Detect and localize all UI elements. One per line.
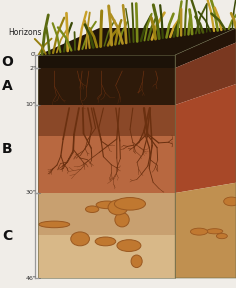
- Text: C: C: [2, 228, 13, 242]
- Ellipse shape: [114, 198, 145, 210]
- Text: 0': 0': [31, 52, 36, 58]
- Ellipse shape: [85, 206, 99, 213]
- Ellipse shape: [96, 201, 118, 209]
- Ellipse shape: [117, 240, 141, 251]
- Polygon shape: [175, 43, 236, 105]
- Ellipse shape: [73, 233, 87, 240]
- Bar: [38, 193, 175, 235]
- Ellipse shape: [115, 213, 129, 227]
- Ellipse shape: [39, 221, 70, 228]
- Text: O: O: [2, 54, 13, 69]
- Ellipse shape: [190, 228, 208, 235]
- Text: B: B: [2, 142, 13, 156]
- Text: A: A: [2, 79, 13, 94]
- Ellipse shape: [216, 234, 227, 239]
- Ellipse shape: [71, 232, 89, 246]
- Polygon shape: [175, 28, 236, 68]
- Text: 46": 46": [25, 276, 36, 281]
- Polygon shape: [38, 28, 236, 55]
- Ellipse shape: [224, 197, 236, 206]
- Bar: [38, 235, 175, 278]
- Text: 30": 30": [25, 190, 36, 196]
- Ellipse shape: [95, 237, 116, 246]
- Ellipse shape: [206, 229, 223, 234]
- Bar: [38, 55, 175, 68]
- Polygon shape: [175, 183, 236, 278]
- Ellipse shape: [108, 200, 128, 215]
- Polygon shape: [175, 84, 236, 193]
- Ellipse shape: [131, 255, 142, 268]
- Text: Horizons: Horizons: [8, 28, 42, 37]
- Bar: [38, 68, 175, 105]
- Text: 2": 2": [30, 65, 36, 71]
- Bar: [38, 105, 175, 136]
- Bar: [38, 105, 175, 193]
- Text: 10": 10": [26, 103, 36, 107]
